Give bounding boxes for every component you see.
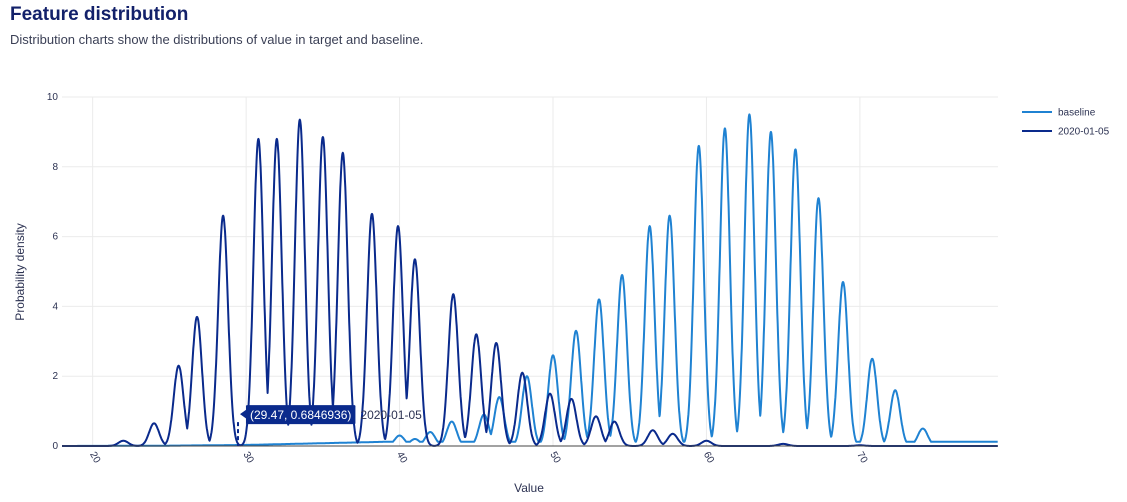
- y-tick-label: 0: [52, 441, 58, 452]
- page-subtitle: Distribution charts show the distributio…: [10, 32, 424, 47]
- x-axis-title: Value: [514, 481, 544, 495]
- x-tick-label: 60: [701, 450, 716, 466]
- legend[interactable]: baseline 2020-01-05: [1022, 108, 1110, 138]
- y-tick-label: 10: [47, 92, 59, 103]
- tooltip-series-name: 2020-01-05: [360, 408, 422, 422]
- y-axis-title: Probability density: [13, 223, 27, 320]
- legend-label: 2020-01-05: [1058, 127, 1110, 138]
- y-tick-label: 2: [52, 371, 58, 382]
- tooltip-value-box: [245, 405, 356, 425]
- x-tick-label: 20: [87, 450, 102, 466]
- x-tick-label: 40: [394, 450, 409, 466]
- y-tick-label: 8: [52, 162, 58, 173]
- tooltip-value-text: (29.47, 0.6846936): [250, 408, 351, 422]
- x-tick-label: 70: [854, 450, 869, 466]
- hover-tooltip: (29.47, 0.6846936) 2020-01-05: [236, 405, 422, 446]
- series-layer[interactable]: [61, 113, 999, 447]
- series-line-target[interactable]: [61, 118, 999, 447]
- y-tick-label: 6: [52, 232, 58, 243]
- legend-item-baseline[interactable]: baseline: [1022, 108, 1096, 119]
- x-tick-label: 50: [547, 450, 562, 466]
- y-tick-label: 4: [52, 301, 58, 312]
- legend-item-target[interactable]: 2020-01-05: [1022, 127, 1110, 138]
- axis-layer: 0 2 4 6 8 10 20 30 40 50 60 70: [47, 92, 998, 466]
- legend-label: baseline: [1058, 108, 1096, 119]
- series-line-baseline[interactable]: [61, 113, 999, 447]
- tooltip-arrow: [239, 409, 247, 420]
- x-tick-label: 30: [241, 450, 256, 466]
- page-title: Feature distribution: [10, 4, 189, 25]
